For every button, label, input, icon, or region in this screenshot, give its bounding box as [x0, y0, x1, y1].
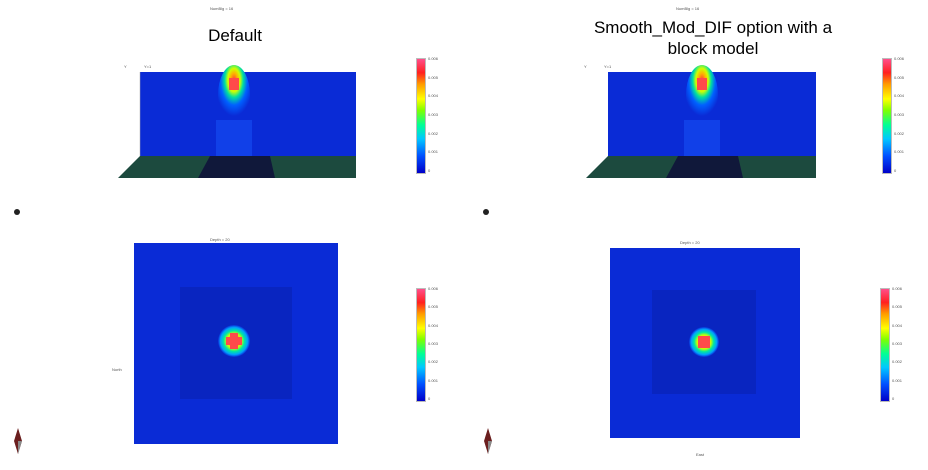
left-bottom-colorbar	[416, 288, 426, 402]
colorbar-tick-label: 0.004	[892, 322, 903, 328]
right-bottom-colorbar	[880, 288, 890, 402]
left-header-small: NumBlg = 16	[210, 6, 234, 11]
left-top-colorbar	[416, 58, 426, 174]
left-bottom-colorbar-ticks: 0.006 0.005 0.004 0.003 0.002 0.001 0	[428, 286, 444, 402]
left-bullet	[14, 209, 20, 215]
colorbar-tick-label: 0	[894, 168, 897, 173]
right-top-axis-label: Y	[584, 64, 587, 69]
right-section-plot: Y Y=1	[570, 60, 820, 185]
colorbar-tick-label: 0.006	[894, 56, 905, 61]
colorbar-tick-label: 0.004	[428, 322, 439, 328]
colorbar-tick-label: 0.004	[428, 93, 439, 99]
left-map-axis-y: North	[112, 367, 122, 372]
right-map-axis-x: East	[696, 452, 705, 457]
colorbar-tick-label: 0.002	[428, 359, 439, 365]
colorbar-tick-label: 0.002	[892, 359, 903, 365]
colorbar-tick-label: 0.004	[894, 93, 905, 99]
right-top-plot-small: Y=1	[604, 64, 612, 69]
left-map-plot: Depth = 20 North	[112, 237, 350, 462]
colorbar-tick-label: 0.003	[428, 112, 439, 117]
left-title: Default	[208, 26, 262, 45]
right-top-colorbar-ticks: 0.006 0.005 0.004 0.003 0.002 0.001 0	[894, 56, 910, 174]
left-compass-icon	[14, 428, 22, 454]
right-top-colorbar	[882, 58, 892, 174]
left-section-image	[118, 65, 356, 178]
colorbar-tick-label: 0.001	[894, 149, 905, 155]
colorbar-tick-label: 0.001	[428, 377, 439, 383]
left-section-plot: Y Y=1	[110, 60, 360, 185]
right-header-small: NumBlg = 16	[676, 6, 700, 11]
right-section-image	[586, 65, 816, 178]
colorbar-tick-label: 0.001	[892, 377, 903, 383]
right-map-small: Depth = 20	[680, 240, 700, 245]
colorbar-tick-label: 0	[428, 396, 431, 401]
colorbar-tick-label: 0.005	[894, 74, 905, 80]
left-top-colorbar-ticks: 0.006 0.005 0.004 0.003 0.002 0.001 0	[428, 56, 444, 174]
colorbar-tick-label: 0.001	[428, 149, 439, 155]
left-top-plot-small: Y=1	[144, 64, 152, 69]
colorbar-tick-label: 0.005	[892, 304, 903, 310]
colorbar-tick-label: 0.003	[894, 112, 905, 117]
colorbar-tick-label: 0	[892, 396, 895, 401]
colorbar-tick-label: 0.006	[428, 56, 439, 61]
right-title: Smooth_Mod_DIF option with a block model	[593, 18, 833, 58]
colorbar-tick-label: 0.006	[428, 286, 439, 291]
colorbar-tick-label: 0	[428, 168, 431, 173]
colorbar-tick-label: 0.005	[428, 304, 439, 310]
left-map-small: Depth = 20	[210, 237, 230, 242]
colorbar-tick-label: 0.002	[894, 130, 905, 136]
left-map-image	[134, 243, 338, 444]
right-compass-icon	[484, 428, 492, 454]
right-bullet	[483, 209, 489, 215]
right-map-plot: Depth = 20 East	[598, 240, 808, 460]
left-top-axis-label: Y	[124, 64, 127, 69]
colorbar-tick-label: 0.006	[892, 286, 903, 291]
colorbar-tick-label: 0.005	[428, 74, 439, 80]
colorbar-tick-label: 0.002	[428, 130, 439, 136]
right-map-image	[610, 248, 800, 438]
right-bottom-colorbar-ticks: 0.006 0.005 0.004 0.003 0.002 0.001 0	[892, 286, 908, 402]
colorbar-tick-label: 0.003	[892, 341, 903, 346]
colorbar-tick-label: 0.003	[428, 341, 439, 346]
